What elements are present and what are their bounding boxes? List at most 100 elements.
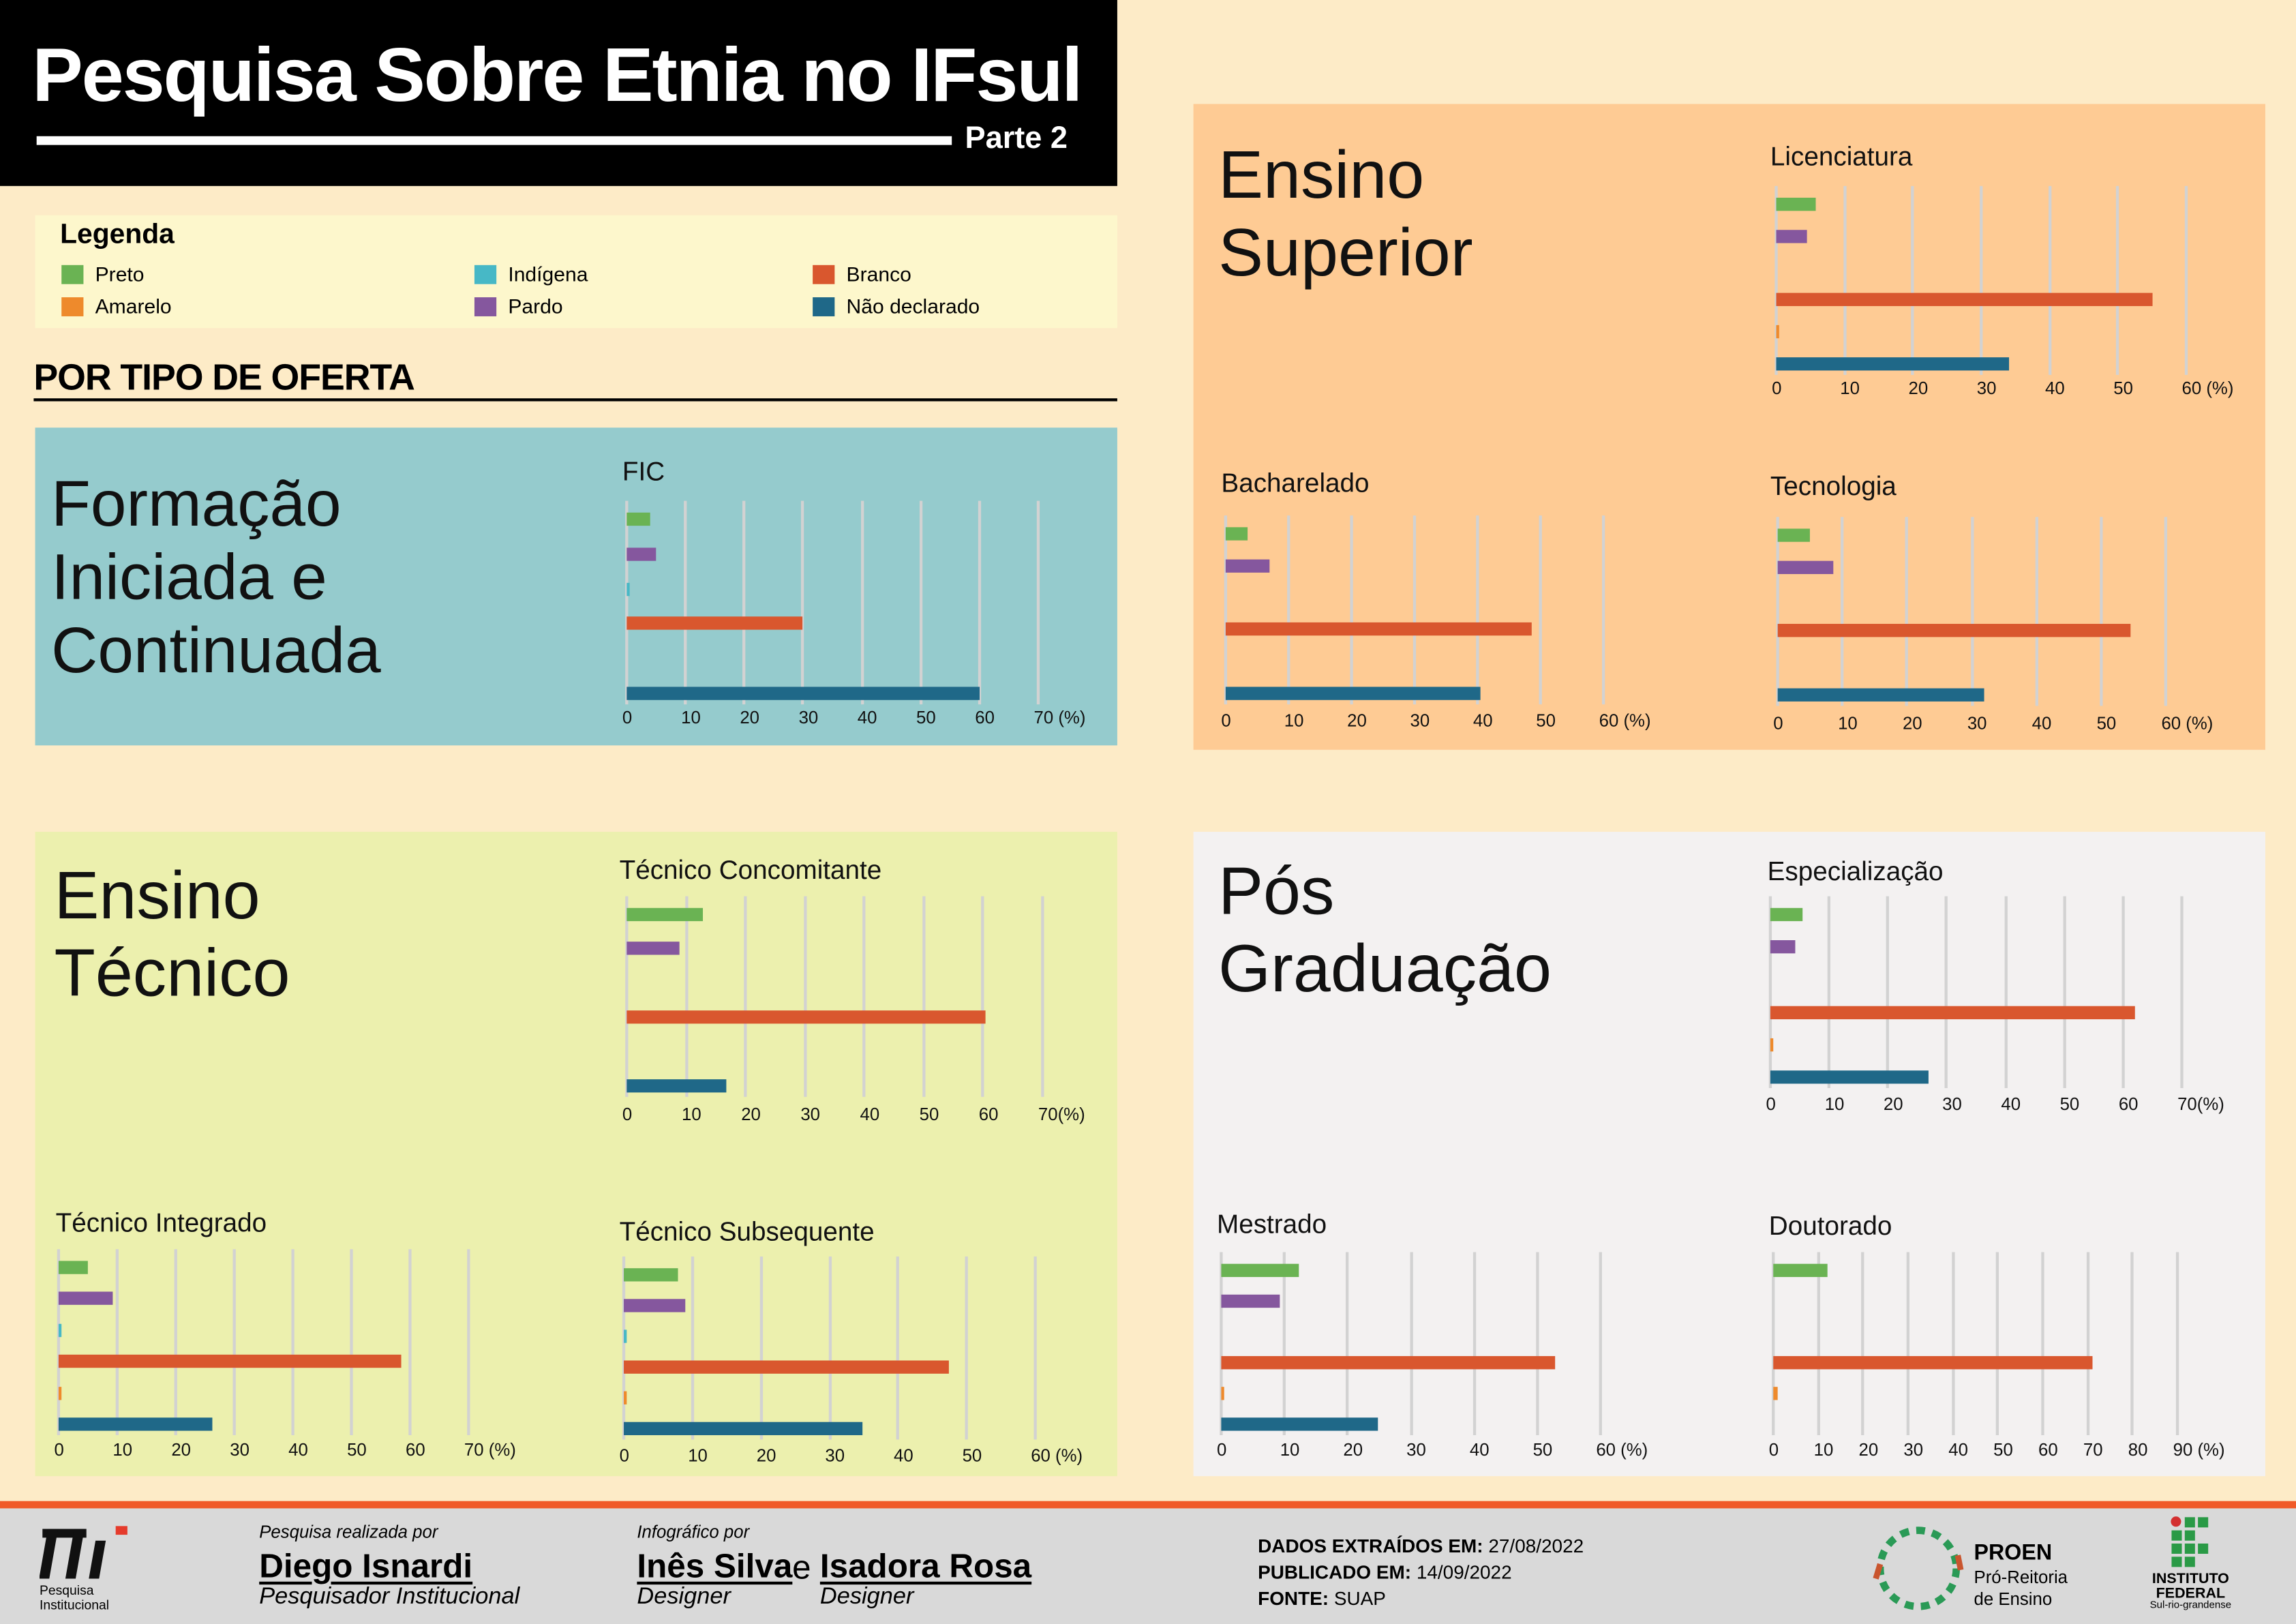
gridline xyxy=(2086,1252,2089,1436)
panel-title: Formação Iniciada e Continuada xyxy=(51,468,381,687)
tick-label: 60 (%) xyxy=(1031,1445,1083,1467)
gridline xyxy=(1774,185,1778,375)
tick-label: 0 xyxy=(1766,1094,1776,1115)
panel-title: Ensino Técnico xyxy=(54,856,290,1011)
tick-label: 60 xyxy=(978,1104,999,1125)
if-name-2: FEDERAL xyxy=(2156,1586,2226,1602)
gridline xyxy=(1224,515,1228,705)
tick-label: 0 xyxy=(54,1439,64,1460)
proen-title: PROEN xyxy=(1974,1540,2053,1566)
tick-label: 10 xyxy=(112,1439,133,1460)
bar-mestrado-pardo xyxy=(1221,1294,1280,1308)
legend-label: Indígena xyxy=(508,262,588,286)
gridline xyxy=(174,1249,177,1436)
bar-licenciatura-amarelo xyxy=(1776,325,1779,339)
published-date: PUBLICADO EM: 14/09/2022 xyxy=(1258,1561,1512,1583)
gridline xyxy=(2121,896,2125,1088)
tick-label: 20 xyxy=(1902,713,1922,734)
legend-item-indigena: Indígena xyxy=(474,262,588,286)
gridline xyxy=(860,500,864,705)
bar-tecnico-concomitante-nao-declarado xyxy=(626,1079,726,1093)
section-title: POR TIPO DE OFERTA xyxy=(33,357,415,399)
gridline xyxy=(1599,1252,1602,1436)
bar-especializacao-pardo xyxy=(1770,940,1796,954)
proen-sub-1: Pró-Reitoria xyxy=(1974,1567,2068,1588)
chart-title-tecnologia: Tecnologia xyxy=(1770,471,1897,501)
tick-label: 50 xyxy=(347,1439,367,1460)
published-value: 14/09/2022 xyxy=(1416,1561,1512,1583)
tick-label: 70 (%) xyxy=(1033,707,1086,728)
gridline xyxy=(232,1249,236,1436)
panel-ensino-tecnico: Ensino Técnico xyxy=(35,832,1117,1477)
bar-fic-indigena xyxy=(626,582,629,596)
tick-label: 50 xyxy=(1536,710,1556,731)
gridline xyxy=(759,1256,763,1440)
gridline xyxy=(828,1256,831,1440)
gridline xyxy=(1951,1252,1954,1436)
gridline xyxy=(982,896,985,1097)
bar-doutorado-preto xyxy=(1773,1263,1828,1278)
bar-tecnico-concomitante-preto xyxy=(626,907,702,922)
legend: Legenda Preto Amarelo Indígena Pardo Bra… xyxy=(35,215,1117,329)
gridline xyxy=(1905,517,1909,706)
bar-licenciatura-branco xyxy=(1776,293,2152,307)
source-label: FONTE: xyxy=(1258,1587,1329,1610)
tick-label: 50 xyxy=(1993,1439,2013,1460)
legend-swatch xyxy=(61,264,84,284)
tick-label: 50 xyxy=(2059,1094,2080,1115)
gridline xyxy=(684,896,688,1097)
chart-title-tecnico-integrado: Técnico Integrado xyxy=(55,1208,267,1238)
gridline xyxy=(1472,1252,1476,1436)
researcher-name: Diego Isnardi xyxy=(259,1546,473,1585)
tick-label: 60 xyxy=(2038,1439,2058,1460)
gridline xyxy=(1287,515,1290,705)
designer-2-role: Designer xyxy=(819,1584,914,1610)
tick-label: 50 xyxy=(962,1445,982,1467)
bar-especializacao-branco xyxy=(1770,1005,2135,1019)
legend-swatch xyxy=(474,264,497,284)
tick-label: 0 xyxy=(1221,710,1231,731)
tick-label: 10 xyxy=(1840,378,1860,399)
gridline xyxy=(625,500,629,705)
proen-logo-icon xyxy=(1873,1523,1964,1614)
gridline xyxy=(919,500,922,705)
tick-label: 60 xyxy=(405,1439,425,1460)
gridline xyxy=(2164,517,2168,706)
panel-pos-graduacao: Pós Graduação xyxy=(1193,832,2265,1477)
tick-label: 80 xyxy=(2128,1439,2148,1460)
gridline xyxy=(1409,1252,1413,1436)
tick-label: 70(%) xyxy=(2177,1094,2224,1115)
gridline xyxy=(862,896,866,1097)
gridline xyxy=(115,1249,119,1436)
bar-tecnologia-preto xyxy=(1777,528,1811,542)
bar-doutorado-branco xyxy=(1773,1356,2092,1370)
tick-label: 0 xyxy=(619,1445,629,1467)
and-text: e xyxy=(792,1548,811,1587)
tick-label: 30 xyxy=(1976,378,1997,399)
bar-especializacao-preto xyxy=(1770,907,1803,922)
gridline xyxy=(1906,1252,1909,1436)
tick-label: 40 xyxy=(857,707,877,728)
researcher-role: Pesquisador Institucional xyxy=(259,1584,520,1610)
if-sub: Sul-rio-grandense xyxy=(2149,1600,2232,1611)
gridline xyxy=(57,1249,61,1436)
tick-label: 40 xyxy=(2045,378,2065,399)
bar-tecnologia-branco xyxy=(1777,624,2130,638)
tick-label: 0 xyxy=(1216,1439,1227,1460)
tick-label: 70(%) xyxy=(1038,1104,1085,1125)
tick-label: 50 xyxy=(2096,713,2117,734)
tick-label: 10 xyxy=(688,1445,708,1467)
tick-label: 60 (%) xyxy=(1599,710,1651,731)
bar-mestrado-amarelo xyxy=(1221,1387,1224,1400)
gridline xyxy=(1539,515,1542,705)
tick-label: 0 xyxy=(622,1104,633,1125)
tick-label: 60 xyxy=(975,707,995,728)
legend-label: Preto xyxy=(95,262,145,286)
gridline xyxy=(978,500,981,705)
gridline xyxy=(1861,1252,1865,1436)
legend-swatch xyxy=(813,296,835,316)
tick-label: 30 xyxy=(800,1104,821,1125)
chart-title-licenciatura: Licenciatura xyxy=(1770,142,1913,172)
page-title: Pesquisa Sobre Etnia no IFsul xyxy=(32,33,1083,119)
legend-item-nao-declarado: Não declarado xyxy=(813,295,980,318)
